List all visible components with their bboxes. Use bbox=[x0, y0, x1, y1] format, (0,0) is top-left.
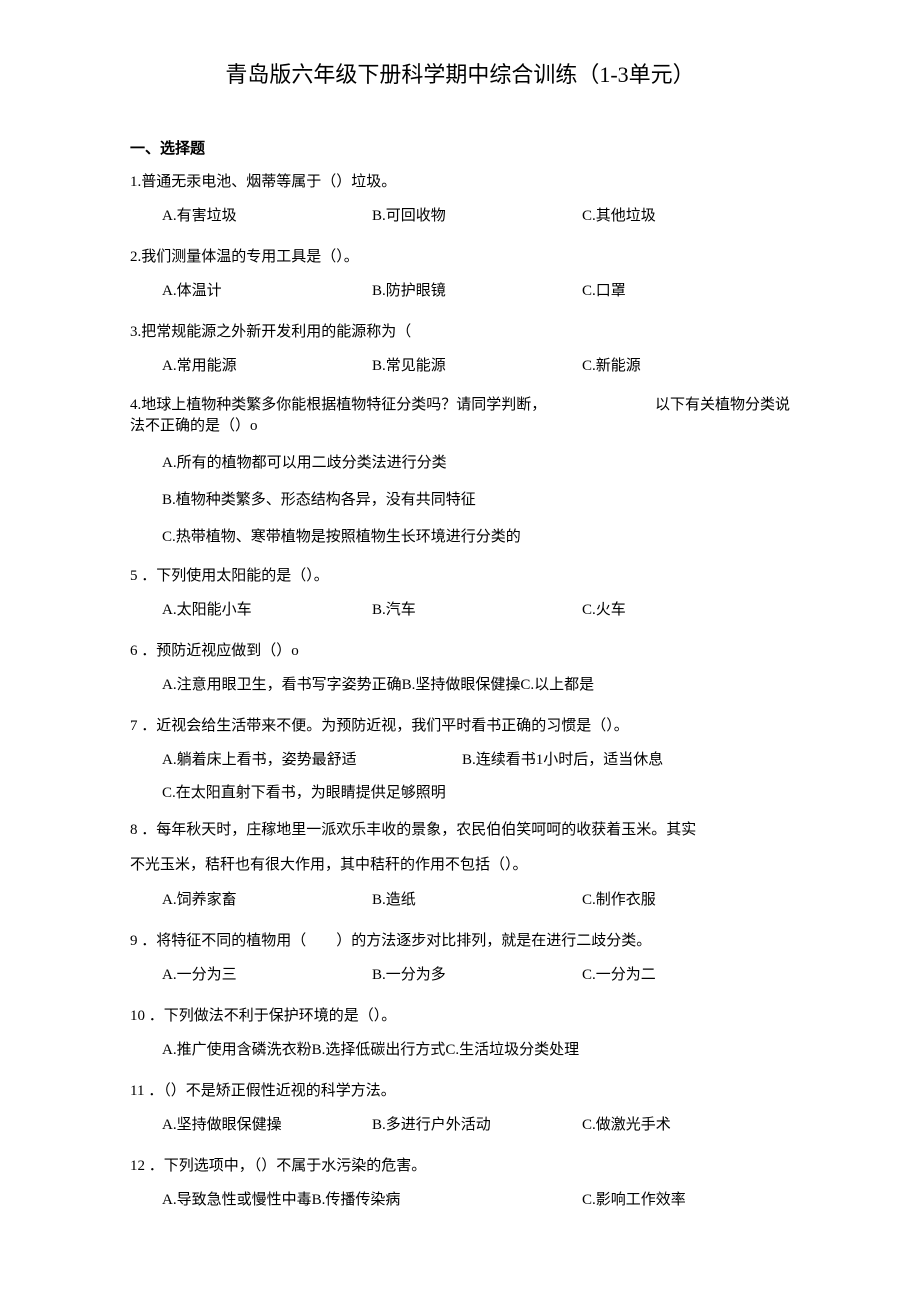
section-header: 一、选择题 bbox=[130, 139, 790, 160]
question-3: 3.把常规能源之外新开发利用的能源称为（ A.常用能源 B.常见能源 C.新能源 bbox=[130, 320, 790, 377]
options-row: A.坚持做眼保健操 B.多进行户外活动 C.做激光手术 bbox=[130, 1115, 790, 1136]
option-a: A.饲养家畜 bbox=[162, 890, 372, 911]
question-text: 8 ．每年秋天时，庄稼地里一派欢乐丰收的景象，农民伯伯笑呵呵的收获着玉米。其实 bbox=[130, 820, 790, 841]
question-text: 2.我们测量体温的专用工具是（）。 bbox=[130, 245, 790, 269]
question-text: 12 ．下列选项中，（）不属于水污染的危害。 bbox=[130, 1154, 790, 1178]
option-c: C.做激光手术 bbox=[582, 1115, 790, 1136]
option-c: C.影响工作效率 bbox=[582, 1190, 686, 1211]
options-inline: A.推广使用含磷洗衣粉B.选择低碳出行方式C.生活垃圾分类处理 bbox=[130, 1040, 790, 1061]
question-11: 11 ．（）不是矫正假性近视的科学方法。 A.坚持做眼保健操 B.多进行户外活动… bbox=[130, 1079, 790, 1136]
question-2: 2.我们测量体温的专用工具是（）。 A.体温计 B.防护眼镜 C.口罩 bbox=[130, 245, 790, 302]
option-a: A.一分为三 bbox=[162, 965, 372, 986]
option-a: A.有害垃圾 bbox=[162, 206, 372, 227]
question-text: 5 ．下列使用太阳能的是（）。 bbox=[130, 564, 790, 588]
question-6: 6 ．预防近视应做到（）o A.注意用眼卫生，看书写字姿势正确B.坚持做眼保健操… bbox=[130, 639, 790, 696]
question-text-cont: 法不正确的是（）o bbox=[130, 416, 790, 437]
question-text-cont: 不光玉米，秸秆也有很大作用，其中秸秆的作用不包括（）。 bbox=[130, 855, 790, 876]
q4-text-right: 以下有关植物分类说 bbox=[655, 395, 790, 416]
options-row: A.一分为三 B.一分为多 C.一分为二 bbox=[130, 965, 790, 986]
options-row: A.太阳能小车 B.汽车 C.火车 bbox=[130, 600, 790, 621]
option-c: C.一分为二 bbox=[582, 965, 790, 986]
option-c: C.口罩 bbox=[582, 281, 790, 302]
question-text: 1.普通无汞电池、烟蒂等属于（）垃圾。 bbox=[130, 170, 790, 194]
option-b: B.多进行户外活动 bbox=[372, 1115, 582, 1136]
option-b: B.常见能源 bbox=[372, 356, 582, 377]
question-8: 8 ．每年秋天时，庄稼地里一派欢乐丰收的景象，农民伯伯笑呵呵的收获着玉米。其实 … bbox=[130, 820, 790, 911]
option-b: B.一分为多 bbox=[372, 965, 582, 986]
option-a: A.坚持做眼保健操 bbox=[162, 1115, 372, 1136]
option-a: A.体温计 bbox=[162, 281, 372, 302]
options-row: A.常用能源 B.常见能源 C.新能源 bbox=[130, 356, 790, 377]
option-c: C.其他垃圾 bbox=[582, 206, 790, 227]
option-c: C.在太阳直射下看书，为眼睛提供足够照明 bbox=[130, 783, 790, 804]
options-row: A.有害垃圾 B.可回收物 C.其他垃圾 bbox=[130, 206, 790, 227]
question-text: 10 ．下列做法不利于保护环境的是（）。 bbox=[130, 1004, 790, 1028]
option-a: A.所有的植物都可以用二歧分类法进行分类 bbox=[130, 453, 790, 474]
option-b: B.汽车 bbox=[372, 600, 582, 621]
page-title: 青岛版六年级下册科学期中综合训练（1-3单元） bbox=[130, 60, 790, 91]
option-b: B.造纸 bbox=[372, 890, 582, 911]
question-5: 5 ．下列使用太阳能的是（）。 A.太阳能小车 B.汽车 C.火车 bbox=[130, 564, 790, 621]
question-10: 10 ．下列做法不利于保护环境的是（）。 A.推广使用含磷洗衣粉B.选择低碳出行… bbox=[130, 1004, 790, 1061]
option-a: A.常用能源 bbox=[162, 356, 372, 377]
option-c: C.新能源 bbox=[582, 356, 790, 377]
option-a: A.躺着床上看书，姿势最舒适 bbox=[162, 750, 462, 771]
question-4: 4.地球上植物种类繁多你能根据植物特征分类吗？请同学判断， 以下有关植物分类说 … bbox=[130, 395, 790, 548]
option-b: B.连续看书1小时后，适当休息 bbox=[462, 750, 663, 771]
question-text: 3.把常规能源之外新开发利用的能源称为（ bbox=[130, 320, 790, 344]
question-text: 9 ．将特征不同的植物用（ ）的方法逐步对比排列，就是在进行二歧分类。 bbox=[130, 929, 790, 953]
question-text: 7 ．近视会给生活带来不便。为预防近视，我们平时看书正确的习惯是（）。 bbox=[130, 714, 790, 738]
options-inline: A.注意用眼卫生，看书写字姿势正确B.坚持做眼保健操C.以上都是 bbox=[130, 675, 790, 696]
option-b: B.防护眼镜 bbox=[372, 281, 582, 302]
options-row: A.体温计 B.防护眼镜 C.口罩 bbox=[130, 281, 790, 302]
question-text: 11 ．（）不是矫正假性近视的科学方法。 bbox=[130, 1079, 790, 1103]
q4-text-left: 4.地球上植物种类繁多你能根据植物特征分类吗？请同学判断， bbox=[130, 395, 546, 416]
option-b: B.植物种类繁多、形态结构各异，没有共同特征 bbox=[130, 490, 790, 511]
options-row: A.饲养家畜 B.造纸 C.制作衣服 bbox=[130, 890, 790, 911]
option-c: C.制作衣服 bbox=[582, 890, 790, 911]
question-text: 6 ．预防近视应做到（）o bbox=[130, 639, 790, 663]
options-row: A.导致急性或慢性中毒B.传播传染病 C.影响工作效率 bbox=[130, 1190, 790, 1211]
options-row: A.躺着床上看书，姿势最舒适 B.连续看书1小时后，适当休息 bbox=[130, 750, 790, 771]
option-b: B.可回收物 bbox=[372, 206, 582, 227]
question-1: 1.普通无汞电池、烟蒂等属于（）垃圾。 A.有害垃圾 B.可回收物 C.其他垃圾 bbox=[130, 170, 790, 227]
question-9: 9 ．将特征不同的植物用（ ）的方法逐步对比排列，就是在进行二歧分类。 A.一分… bbox=[130, 929, 790, 986]
question-text: 4.地球上植物种类繁多你能根据植物特征分类吗？请同学判断， 以下有关植物分类说 bbox=[130, 395, 790, 416]
option-c: C.热带植物、寒带植物是按照植物生长环境进行分类的 bbox=[130, 527, 790, 548]
question-12: 12 ．下列选项中，（）不属于水污染的危害。 A.导致急性或慢性中毒B.传播传染… bbox=[130, 1154, 790, 1211]
question-7: 7 ．近视会给生活带来不便。为预防近视，我们平时看书正确的习惯是（）。 A.躺着… bbox=[130, 714, 790, 804]
option-a: A.太阳能小车 bbox=[162, 600, 372, 621]
option-ab: A.导致急性或慢性中毒B.传播传染病 bbox=[162, 1190, 582, 1211]
option-c: C.火车 bbox=[582, 600, 790, 621]
